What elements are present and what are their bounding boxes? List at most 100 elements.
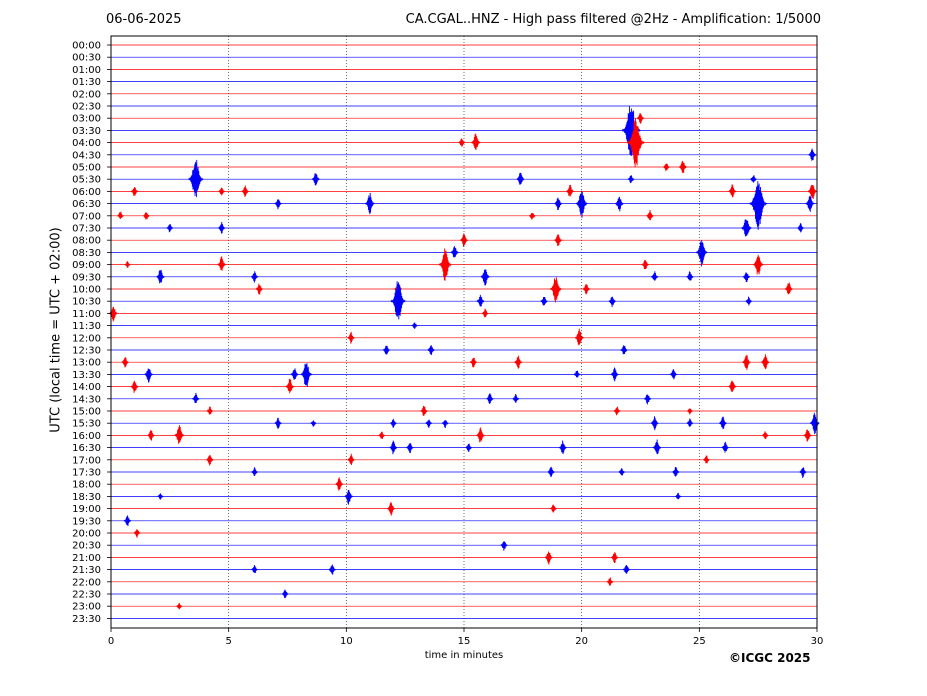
seismic-event <box>742 355 751 370</box>
seismic-event <box>610 552 619 564</box>
y-tick-label: 05:30 <box>72 175 101 186</box>
seismic-event <box>378 431 385 439</box>
seismic-event <box>574 328 584 346</box>
seismic-event <box>803 429 812 442</box>
y-tick-label: 03:00 <box>72 114 101 125</box>
seismic-event <box>575 190 588 218</box>
seismic-event <box>389 440 398 455</box>
seismic-event <box>476 427 485 443</box>
chart-title: CA.CGAL..HNZ - High pass filtered @2Hz -… <box>405 12 821 27</box>
seismic-event <box>300 363 313 387</box>
seismic-event <box>761 431 769 440</box>
seismic-event <box>123 515 132 527</box>
seismic-event <box>554 234 563 246</box>
y-tick-label: 04:00 <box>72 138 101 149</box>
seismic-event <box>721 441 729 453</box>
y-tick-label: 11:00 <box>72 309 101 320</box>
seismic-event <box>310 420 317 427</box>
seismic-event <box>217 256 226 271</box>
y-tick-label: 16:30 <box>72 443 101 454</box>
seismic-event <box>554 197 563 211</box>
y-tick-label: 15:00 <box>72 407 101 418</box>
y-tick-label: 13:00 <box>72 358 101 369</box>
seismic-event <box>512 394 520 403</box>
seismic-event <box>728 184 737 198</box>
seismic-event <box>476 294 485 307</box>
seismic-event <box>752 254 764 275</box>
seismic-event <box>809 412 820 435</box>
seismic-event <box>652 439 662 455</box>
seismic-event <box>425 419 433 428</box>
y-tick-label: 07:30 <box>72 224 101 235</box>
seismic-event <box>142 212 150 220</box>
seismic-event <box>760 354 770 370</box>
y-tick-label: 10:00 <box>72 285 101 296</box>
seismic-event <box>686 408 693 415</box>
y-tick-label: 12:00 <box>72 333 101 344</box>
seismic-event <box>328 564 336 575</box>
y-tick-label: 04:30 <box>72 150 101 161</box>
seismic-event <box>335 477 344 491</box>
seismic-event <box>438 248 452 281</box>
x-tick-label: 10 <box>340 636 353 647</box>
seismic-event <box>450 246 459 258</box>
seismic-event <box>807 184 817 199</box>
seismic-event <box>217 222 226 234</box>
x-tick-label: 20 <box>575 636 588 647</box>
seismic-event <box>742 272 751 282</box>
seismic-event <box>460 233 468 247</box>
seismic-event <box>441 420 449 428</box>
seismic-event <box>255 283 263 295</box>
seismic-event <box>641 260 649 270</box>
seismic-event <box>500 541 508 551</box>
seismic-event <box>174 425 185 444</box>
seismic-event <box>565 184 574 197</box>
y-tick-label: 23:30 <box>72 614 101 625</box>
seismic-event <box>646 210 654 221</box>
seismic-event <box>427 345 435 355</box>
seismic-event <box>274 417 282 429</box>
seismic-event <box>750 175 757 183</box>
y-tick-label: 15:30 <box>72 419 101 430</box>
seismic-event <box>622 565 631 574</box>
y-tick-label: 00:00 <box>72 41 101 52</box>
y-tick-label: 14:30 <box>72 394 101 405</box>
seismic-event <box>550 504 557 513</box>
seismic-event <box>805 195 815 212</box>
seismic-event <box>675 492 682 500</box>
seismic-event <box>130 380 139 393</box>
y-tick-label: 01:30 <box>72 77 101 88</box>
y-tick-label: 06:00 <box>72 187 101 198</box>
seismic-event <box>481 308 489 318</box>
date-label: 06-06-2025 <box>106 12 182 27</box>
seismic-event <box>274 199 282 210</box>
copyright-label: ©ICGC 2025 <box>729 651 811 665</box>
y-tick-label: 13:30 <box>72 370 101 381</box>
seismic-event <box>741 219 752 237</box>
y-tick-label: 19:30 <box>72 516 101 527</box>
seismic-event <box>480 269 490 286</box>
y-tick-label: 20:30 <box>72 541 101 552</box>
seismic-event <box>344 490 353 505</box>
seismic-event <box>745 296 753 306</box>
seismic-event <box>678 160 687 173</box>
seismic-event <box>672 466 680 477</box>
seismic-event <box>636 113 645 124</box>
y-tick-label: 05:00 <box>72 163 101 174</box>
trace-rows <box>111 44 817 619</box>
y-tick-label: 21:00 <box>72 553 101 564</box>
seismic-event <box>109 306 118 322</box>
seismic-event <box>620 345 628 355</box>
seismic-event <box>206 454 214 466</box>
seismic-event <box>465 443 473 453</box>
seismic-event <box>728 380 737 392</box>
seismic-event <box>784 282 793 295</box>
seismic-event <box>626 118 645 167</box>
seismic-event <box>124 261 131 268</box>
seismic-event <box>390 281 406 320</box>
seismic-event <box>547 466 555 478</box>
seismic-event <box>290 368 299 380</box>
y-tick-label: 17:00 <box>72 455 101 466</box>
seismic-event <box>606 577 614 587</box>
